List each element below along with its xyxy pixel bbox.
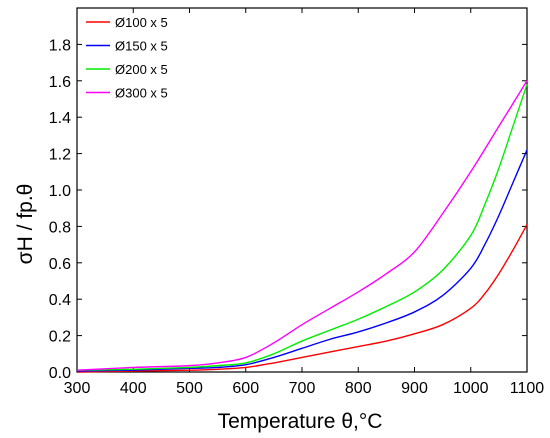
series-line-2: [76, 149, 528, 372]
legend-label-3: Ø200 x 5: [115, 62, 168, 77]
y-tick-label: 1.4: [49, 110, 71, 127]
x-tick-label: 400: [120, 380, 147, 397]
y-tick-label: 1.6: [49, 74, 71, 91]
x-tick-label: 1000: [453, 380, 489, 397]
y-tick-label: 0.6: [49, 256, 71, 273]
x-tick-label: 700: [289, 380, 316, 397]
series-line-4: [76, 80, 528, 371]
y-tick-label: 0.2: [49, 329, 71, 346]
y-tick-label: 1.8: [49, 37, 71, 54]
y-tick-label: 0.0: [49, 365, 71, 382]
x-tick-label: 800: [345, 380, 372, 397]
series-layer: [76, 80, 528, 373]
legend-label-1: Ø100 x 5: [115, 15, 168, 30]
legend-label-2: Ø150 x 5: [115, 39, 168, 54]
x-tick-label: 500: [176, 380, 203, 397]
x-tick-label: 600: [232, 380, 259, 397]
legend: Ø100 x 5 Ø150 x 5 Ø200 x 5 Ø300 x 5: [86, 15, 168, 101]
x-tick-label: 1100: [510, 380, 545, 397]
ticks-layer: 300 400 500 600 700 800 900 1000 1100 0.0 0.2 0.4 0.…: [49, 8, 545, 397]
x-tick-label: 900: [401, 380, 428, 397]
y-tick-label: 0.4: [49, 292, 71, 309]
series-line-1: [76, 224, 528, 373]
y-tick-label: 1.0: [49, 183, 71, 200]
y-axis-title: σH / fp.θ: [14, 184, 37, 265]
x-tick-label: 300: [64, 380, 91, 397]
legend-label-4: Ø300 x 5: [115, 86, 168, 101]
x-axis-title: Temperature θ,°C: [218, 410, 383, 433]
series-line-3: [76, 84, 528, 371]
y-tick-label: 1.2: [49, 147, 71, 164]
y-tick-label: 0.8: [49, 219, 71, 236]
